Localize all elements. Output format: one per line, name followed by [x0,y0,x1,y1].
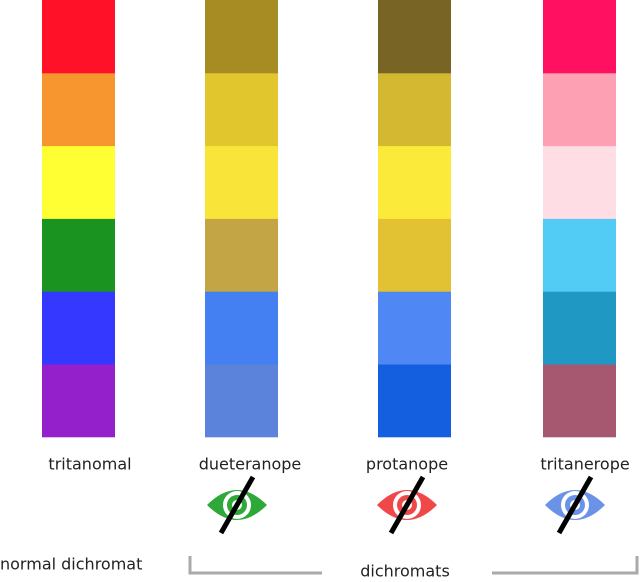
eye-icon [207,475,267,535]
column-label: dueteranope [199,455,302,474]
swatch [378,291,451,365]
swatch [378,72,451,147]
swatch [543,145,616,219]
swatch [42,0,115,74]
column-label: tritanomal [48,455,131,474]
bracket [188,556,322,575]
swatch [42,364,115,438]
swatch [42,291,115,365]
swatch [205,218,278,292]
swatch [205,72,278,147]
swatch [378,218,451,292]
eye-icon [545,475,605,535]
swatch [378,364,451,438]
swatch [543,0,616,74]
swatch [543,72,616,147]
column-label: protanope [366,455,448,474]
swatch [205,291,278,365]
swatch [42,72,115,147]
swatch [205,0,278,74]
swatch [205,364,278,438]
swatch [543,291,616,365]
swatch [543,364,616,438]
swatch [42,145,115,219]
swatch [42,218,115,292]
swatch [378,145,451,219]
column-label: tritanerope [540,455,629,474]
swatch [543,218,616,292]
eye-icon [377,475,437,535]
group-label: normal dichromat [0,555,142,574]
bracket [492,556,639,575]
group-label: dichromats [360,562,450,581]
swatch [205,145,278,219]
swatch [378,0,451,74]
